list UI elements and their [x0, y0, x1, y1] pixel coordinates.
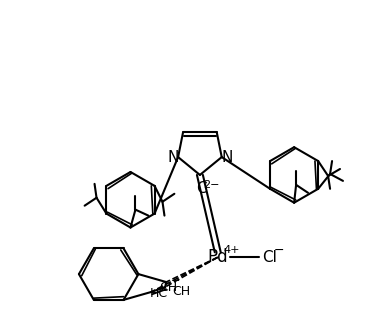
Text: 4+: 4+: [223, 245, 240, 255]
Text: HC: HC: [149, 287, 168, 300]
Text: −: −: [171, 276, 180, 286]
Text: CH: CH: [172, 285, 190, 298]
Text: N: N: [168, 150, 179, 164]
Text: C: C: [197, 181, 207, 196]
Text: 2−: 2−: [204, 180, 220, 190]
Text: Cl: Cl: [262, 250, 277, 265]
Text: −: −: [274, 244, 285, 257]
Text: N: N: [221, 150, 232, 164]
Text: Pd: Pd: [207, 248, 228, 266]
Text: CH: CH: [159, 281, 177, 294]
